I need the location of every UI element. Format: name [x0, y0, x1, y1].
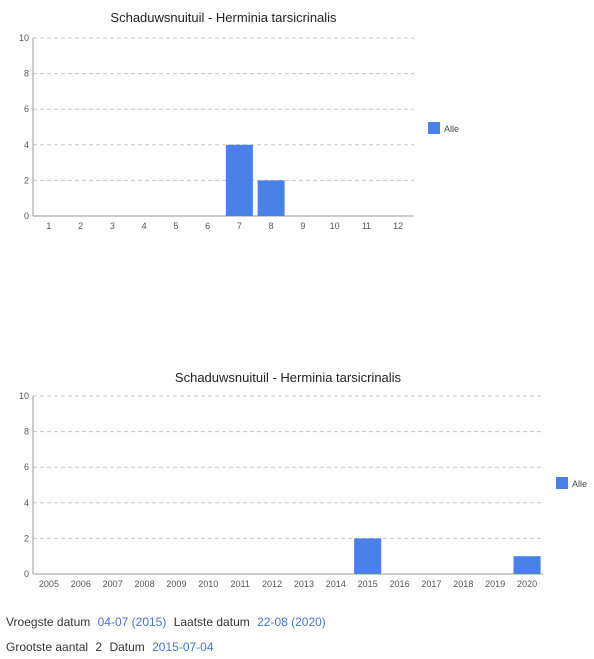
x-tick-label: 1 — [46, 221, 51, 231]
y-tick-label: 6 — [24, 104, 29, 114]
x-tick-label: 2016 — [390, 579, 410, 589]
chart-title: Schaduwsnuituil - Herminia tarsicrinalis — [175, 370, 402, 385]
x-tick-label: 2019 — [485, 579, 505, 589]
y-tick-label: 6 — [24, 462, 29, 472]
month-chart-svg: Schaduwsnuituil - Herminia tarsicrinalis… — [19, 10, 459, 231]
y-tick-label: 8 — [24, 69, 29, 79]
info-row-dates: Vroegste datum 04-07 (2015) Laatste datu… — [6, 615, 330, 629]
x-tick-label: 2015 — [358, 579, 378, 589]
chart-title: Schaduwsnuituil - Herminia tarsicrinalis — [110, 10, 337, 25]
max-count-label: Grootste aantal — [6, 640, 89, 654]
y-tick-label: 8 — [24, 427, 29, 437]
latest-date-label: Laatste datum — [173, 615, 250, 629]
max-date-value[interactable]: 2015-07-04 — [152, 640, 214, 654]
y-tick-label: 0 — [24, 569, 29, 579]
x-tick-label: 5 — [173, 221, 178, 231]
y-tick-label: 4 — [24, 140, 29, 150]
x-tick-label: 2013 — [294, 579, 314, 589]
x-tick-label: 2006 — [71, 579, 91, 589]
x-tick-label: 6 — [205, 221, 210, 231]
legend-swatch — [428, 122, 440, 134]
x-tick-label: 4 — [142, 221, 147, 231]
max-count-value: 2 — [95, 640, 103, 654]
x-tick-label: 2020 — [517, 579, 537, 589]
max-date-label: Datum — [109, 640, 145, 654]
x-tick-label: 2018 — [453, 579, 473, 589]
info-row-max: Grootste aantal 2 Datum 2015-07-04 — [6, 640, 218, 654]
x-tick-label: 8 — [269, 221, 274, 231]
y-tick-label: 2 — [24, 533, 29, 543]
x-tick-label: 2009 — [166, 579, 186, 589]
x-tick-label: 3 — [110, 221, 115, 231]
earliest-date-value[interactable]: 04-07 (2015) — [97, 615, 167, 629]
y-tick-label: 10 — [19, 391, 29, 401]
x-tick-label: 2014 — [326, 579, 346, 589]
x-tick-label: 2011 — [231, 579, 250, 589]
y-tick-label: 2 — [24, 175, 29, 185]
latest-date-value[interactable]: 22-08 (2020) — [257, 615, 326, 629]
x-tick-label: 9 — [300, 221, 305, 231]
year-chart: Schaduwsnuituil - Herminia tarsicrinalis… — [0, 360, 594, 600]
year-chart-svg: Schaduwsnuituil - Herminia tarsicrinalis… — [19, 370, 587, 589]
y-tick-label: 0 — [24, 211, 29, 221]
bar — [513, 556, 541, 574]
bar — [257, 180, 285, 216]
x-tick-label: 11 — [362, 221, 371, 231]
x-tick-label: 2010 — [198, 579, 218, 589]
month-chart: Schaduwsnuituil - Herminia tarsicrinalis… — [0, 0, 594, 250]
x-tick-label: 2005 — [39, 579, 59, 589]
legend-swatch — [556, 477, 568, 489]
x-tick-label: 2007 — [103, 579, 123, 589]
x-tick-label: 2 — [78, 221, 83, 231]
x-tick-label: 12 — [393, 221, 403, 231]
y-tick-label: 10 — [19, 33, 29, 43]
bar — [225, 144, 253, 216]
x-tick-label: 2008 — [135, 579, 155, 589]
legend-label: Alle — [572, 479, 587, 489]
bar — [354, 538, 382, 574]
x-tick-label: 2012 — [262, 579, 282, 589]
earliest-date-label: Vroegste datum — [6, 615, 91, 629]
y-tick-label: 4 — [24, 498, 29, 508]
x-tick-label: 10 — [330, 221, 340, 231]
x-tick-label: 2017 — [421, 579, 441, 589]
x-tick-label: 7 — [237, 221, 242, 231]
legend-label: Alle — [444, 124, 459, 134]
